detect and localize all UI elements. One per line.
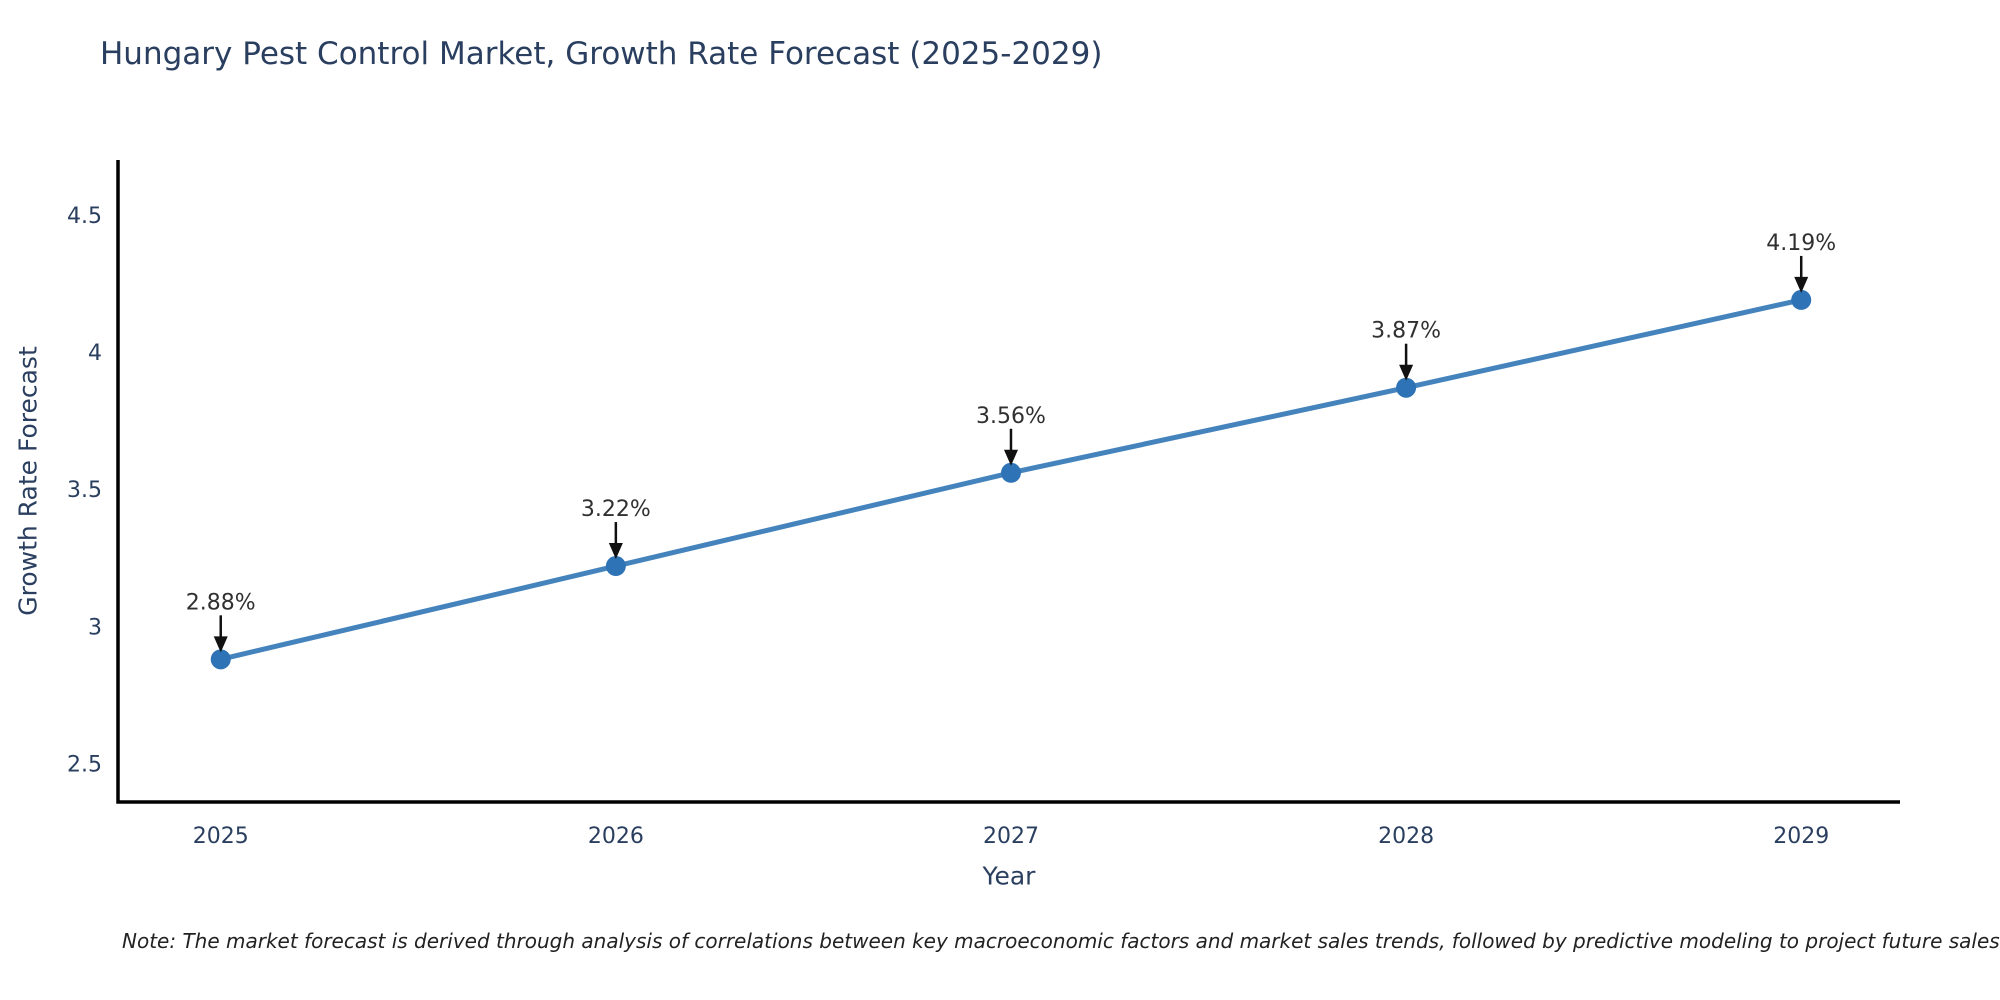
chart-title: Hungary Pest Control Market, Growth Rate… bbox=[100, 36, 1103, 72]
x-tick-label: 2027 bbox=[983, 824, 1039, 849]
annotation-arrow-head bbox=[1399, 364, 1414, 381]
annotation-arrow-head bbox=[1794, 276, 1809, 293]
data-point-marker bbox=[1396, 377, 1417, 398]
annotation-arrow-head bbox=[1003, 449, 1018, 466]
annotation-arrow-head bbox=[213, 636, 228, 653]
data-point-label: 3.87% bbox=[1371, 319, 1441, 344]
y-tick-label: 4.5 bbox=[67, 204, 102, 229]
data-point-label: 2.88% bbox=[186, 590, 256, 615]
x-tick-label: 2025 bbox=[193, 824, 249, 849]
y-tick-label: 3.5 bbox=[67, 478, 102, 503]
footnote: Note: The market forecast is derived thr… bbox=[122, 929, 2000, 953]
data-point-marker bbox=[210, 649, 231, 670]
x-tick-label: 2029 bbox=[1773, 824, 1829, 849]
x-axis-title: Year bbox=[982, 861, 1036, 891]
data-point-label: 3.56% bbox=[976, 404, 1046, 429]
data-point-marker bbox=[1791, 289, 1812, 310]
x-tick-label: 2028 bbox=[1378, 824, 1434, 849]
axis-spines bbox=[116, 160, 1900, 804]
y-tick-label: 2.5 bbox=[67, 753, 102, 778]
y-axis-title: Growth Rate Forecast bbox=[13, 346, 43, 616]
data-point-marker bbox=[1000, 462, 1021, 483]
data-point-label: 3.22% bbox=[581, 497, 651, 522]
data-point-marker bbox=[605, 556, 626, 577]
y-tick-label: 4 bbox=[88, 341, 102, 366]
x-tick-label: 2026 bbox=[588, 824, 644, 849]
annotation-arrow-head bbox=[608, 543, 623, 560]
data-point-label: 4.19% bbox=[1766, 231, 1836, 256]
y-tick-label: 3 bbox=[88, 615, 102, 640]
